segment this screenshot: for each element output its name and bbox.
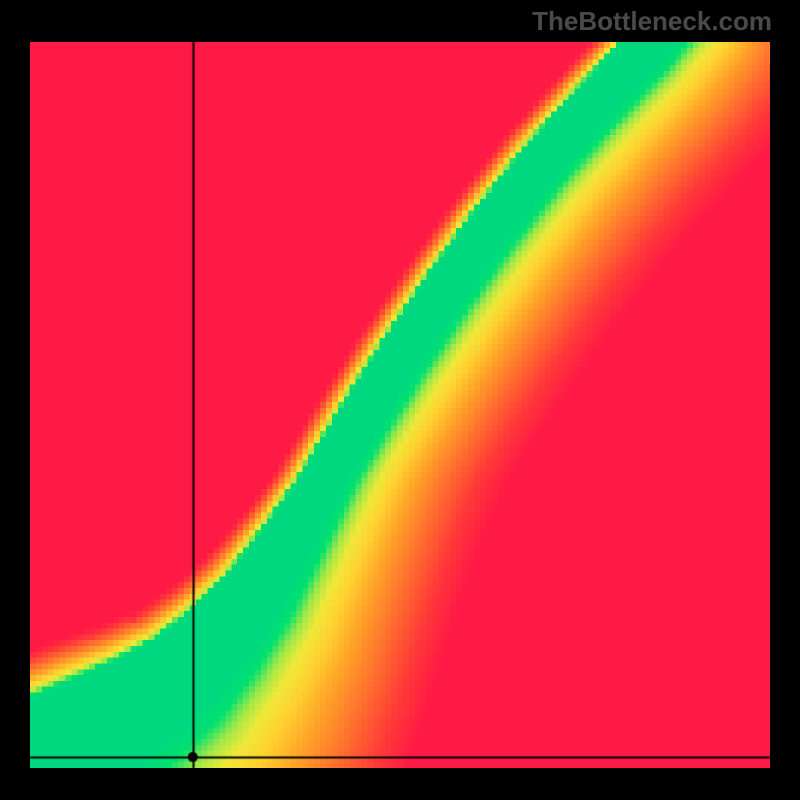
watermark-text: TheBottleneck.com	[532, 6, 772, 37]
chart-container: TheBottleneck.com	[0, 0, 800, 800]
bottleneck-heatmap	[30, 42, 770, 768]
